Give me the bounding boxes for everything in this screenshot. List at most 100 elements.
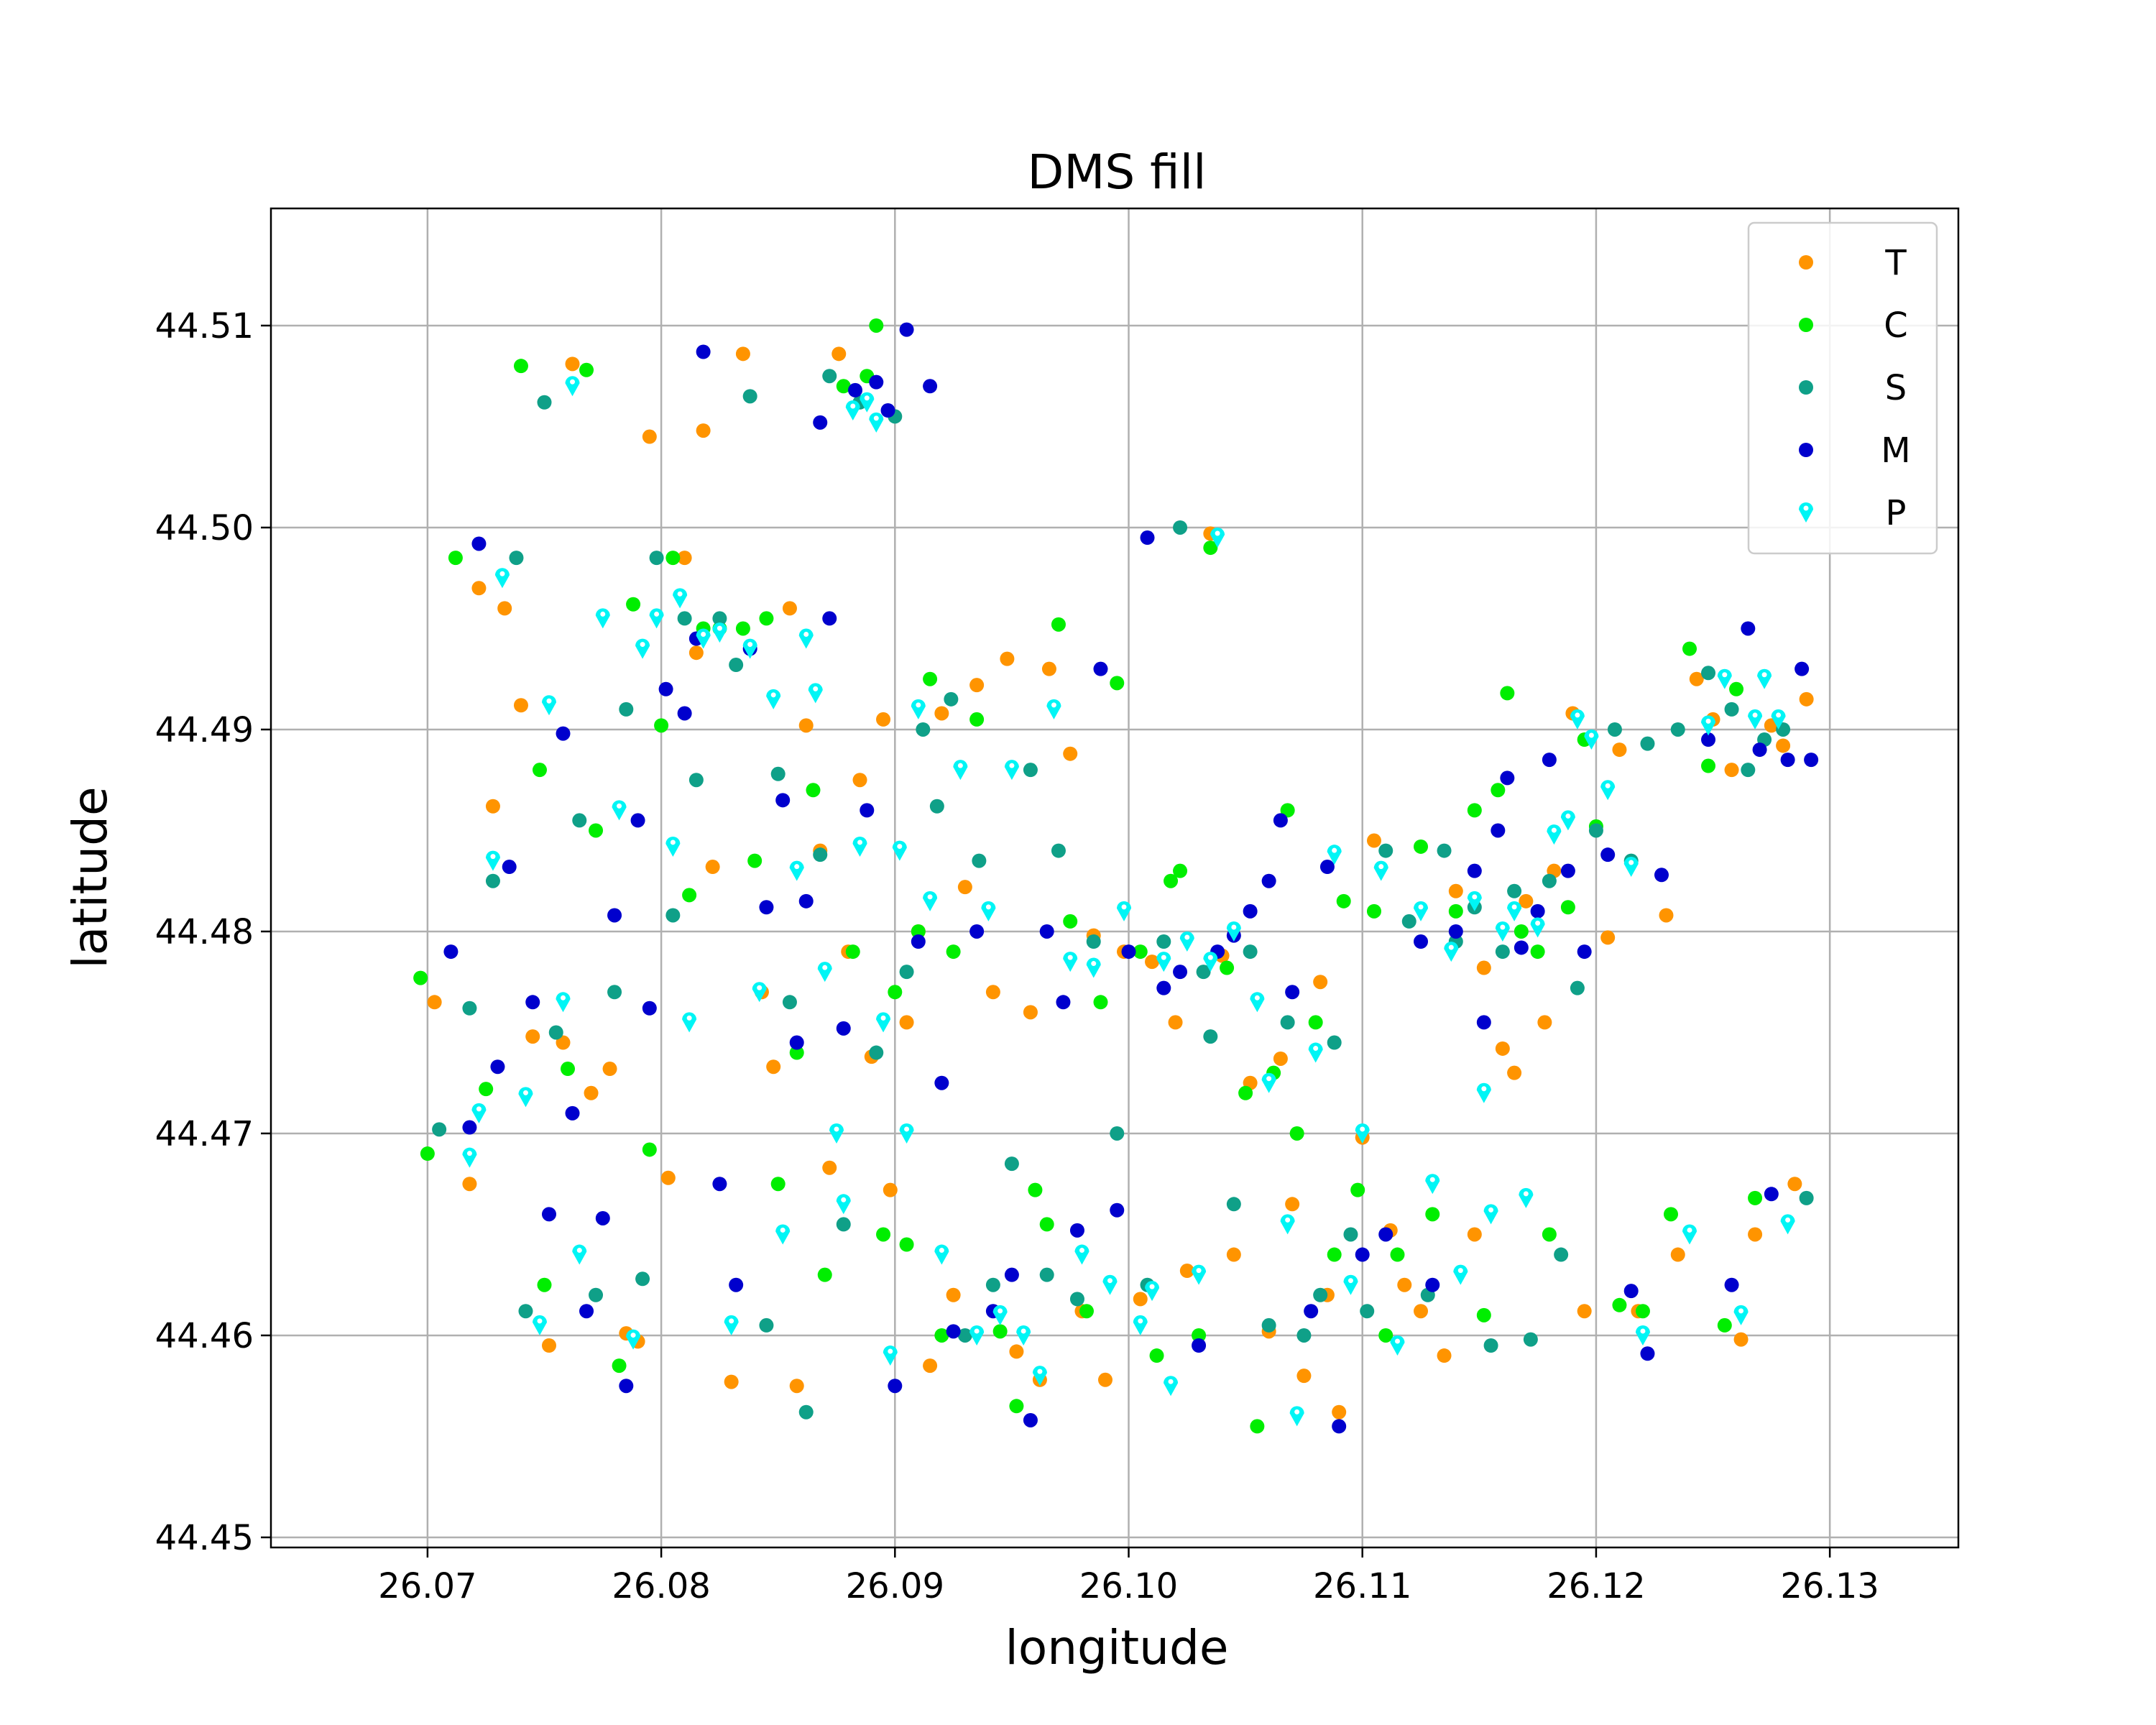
point-c	[836, 379, 851, 394]
point-p	[1560, 810, 1575, 831]
point-t	[1145, 954, 1160, 970]
x-axis-ticks: 26.07 26.08 26.09 26.10 26.11 26.12 26.13	[378, 1547, 1879, 1606]
point-m	[462, 1120, 477, 1135]
point-s	[1741, 763, 1756, 778]
point-p	[572, 1244, 587, 1265]
point-c	[1748, 1190, 1763, 1205]
point-c	[1542, 1227, 1557, 1242]
point-s	[619, 702, 634, 717]
point-s	[589, 1287, 604, 1302]
point-c	[1448, 903, 1463, 919]
point-t	[1023, 1005, 1038, 1020]
point-s	[759, 1317, 774, 1333]
point-t	[934, 706, 949, 721]
point-t	[1041, 661, 1056, 676]
point-s	[572, 813, 587, 828]
point-m	[1304, 1304, 1319, 1319]
chart-title: DMS fill	[1028, 144, 1207, 200]
y-tick-label: 44.48	[155, 912, 254, 952]
point-p	[1327, 845, 1342, 865]
point-m	[1500, 770, 1515, 786]
point-s	[822, 369, 837, 384]
legend-label: P	[1886, 493, 1907, 533]
point-m	[775, 793, 791, 808]
point-c	[817, 1267, 832, 1282]
point-t	[1577, 1304, 1592, 1319]
point-m	[619, 1379, 634, 1394]
point-m	[1192, 1338, 1207, 1353]
point-c	[537, 1277, 552, 1292]
point-t	[1507, 1065, 1522, 1080]
legend-marker-m	[1799, 443, 1813, 457]
point-s	[1542, 873, 1557, 888]
point-c	[589, 823, 604, 838]
point-p	[883, 1346, 898, 1366]
point-m	[1600, 847, 1616, 862]
point-m	[1093, 661, 1108, 676]
point-c	[654, 718, 669, 733]
point-t	[1600, 930, 1616, 945]
point-m	[1243, 903, 1258, 919]
point-p	[1467, 891, 1482, 911]
point-t	[946, 1287, 961, 1302]
point-p	[1623, 857, 1639, 878]
point-s	[798, 1404, 814, 1420]
y-tick-label: 44.51	[155, 306, 254, 346]
legend-marker-c	[1799, 318, 1813, 332]
y-axis-title: latitude	[63, 786, 118, 968]
point-m	[565, 1105, 580, 1121]
point-t	[1063, 746, 1078, 761]
point-p	[1748, 709, 1763, 730]
point-c	[934, 1328, 949, 1343]
point-t	[677, 551, 692, 566]
point-s	[1343, 1227, 1358, 1242]
point-p	[673, 588, 688, 609]
point-p	[1701, 715, 1716, 736]
point-c	[1164, 873, 1179, 888]
x-tick-label: 26.13	[1780, 1566, 1879, 1606]
point-m	[1156, 980, 1171, 995]
point-c	[845, 944, 860, 960]
point-c	[561, 1062, 576, 1077]
point-t	[1659, 908, 1674, 923]
point-c	[1467, 803, 1482, 818]
point-p	[1771, 709, 1786, 730]
point-s	[972, 853, 987, 868]
plot-frame	[270, 207, 1960, 1549]
y-tick-label: 44.50	[155, 508, 254, 548]
point-s	[985, 1277, 1000, 1292]
point-p	[892, 840, 907, 861]
point-s	[485, 873, 500, 888]
point-p	[1547, 824, 1562, 845]
point-t	[822, 1160, 837, 1175]
point-m	[1491, 823, 1506, 838]
point-p	[992, 1305, 1008, 1325]
point-s	[462, 1000, 477, 1016]
series-s	[432, 369, 1814, 1420]
point-c	[1308, 1015, 1323, 1030]
series-m	[443, 322, 1819, 1434]
point-s	[1023, 763, 1038, 778]
point-p	[462, 1147, 477, 1168]
point-s	[1110, 1126, 1125, 1141]
point-p	[798, 628, 814, 649]
point-p	[1289, 1406, 1304, 1427]
series-p	[462, 376, 1795, 1427]
point-c	[1039, 1217, 1054, 1232]
point-p	[541, 695, 556, 716]
point-t	[565, 356, 580, 372]
point-c	[789, 1045, 804, 1060]
point-s	[432, 1122, 447, 1137]
point-c	[1327, 1247, 1342, 1262]
x-tick-label: 26.11	[1313, 1566, 1411, 1606]
point-p	[1250, 992, 1265, 1013]
point-c	[899, 1237, 914, 1252]
point-t	[1366, 833, 1381, 848]
point-s	[1701, 666, 1716, 681]
point-m	[471, 536, 487, 551]
point-t	[1097, 1372, 1112, 1387]
point-m	[1448, 924, 1463, 939]
point-m	[490, 1059, 505, 1075]
point-s	[944, 691, 959, 707]
point-t	[969, 678, 985, 693]
